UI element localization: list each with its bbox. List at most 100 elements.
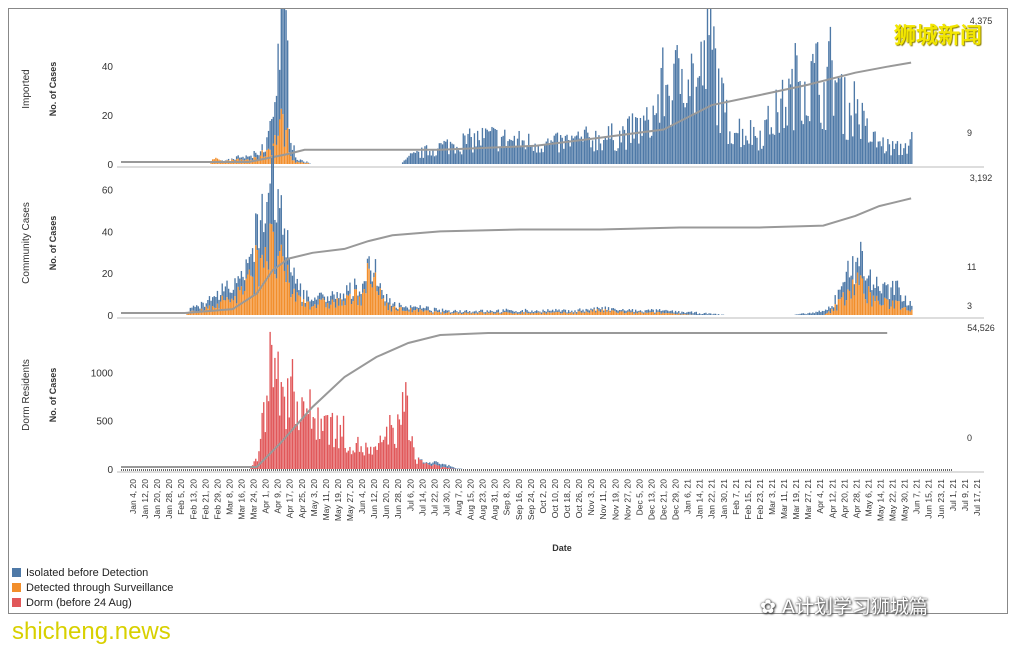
bar-surveillance <box>282 256 284 315</box>
bar-isolated <box>737 133 739 164</box>
bar-isolated <box>445 141 447 164</box>
bar-isolated <box>460 312 463 314</box>
y-tick-label: 0 <box>107 311 113 322</box>
bar-isolated <box>401 307 404 311</box>
bar-isolated <box>821 128 824 164</box>
bar-surveillance <box>414 310 417 315</box>
bar-isolated <box>765 119 768 164</box>
bar-isolated <box>828 306 830 312</box>
bar-isolated <box>218 299 220 309</box>
bar-isolated <box>808 312 811 315</box>
bar-surveillance <box>636 313 638 315</box>
x-tick-label: Jan 22, 21 <box>707 479 717 519</box>
bar-dorm <box>266 395 268 469</box>
bar-surveillance <box>435 311 437 315</box>
bar-surveillance <box>544 312 546 315</box>
bar-isolated <box>564 309 567 313</box>
bar-surveillance <box>526 313 528 315</box>
bar-surveillance <box>515 312 517 315</box>
bar-isolated <box>239 157 241 161</box>
bar-surveillance <box>832 310 835 315</box>
bar-isolated <box>708 313 710 315</box>
bar-isolated <box>445 464 447 468</box>
bar-isolated <box>505 308 508 312</box>
bar-isolated <box>500 136 503 164</box>
bar-isolated <box>322 294 324 299</box>
bar-isolated <box>909 300 911 312</box>
bar-surveillance <box>261 150 263 164</box>
bar-isolated <box>437 462 439 466</box>
bar-isolated <box>384 301 386 306</box>
bar-isolated <box>607 126 610 164</box>
x-tick-label: Oct 10, 20 <box>550 479 560 518</box>
bar-isolated <box>896 280 899 302</box>
bar-isolated <box>670 126 672 164</box>
bar-dorm <box>429 464 431 469</box>
y-tick-label: 1000 <box>91 368 114 379</box>
bar-isolated <box>834 295 836 305</box>
legend-swatch <box>12 583 21 592</box>
bar-surveillance <box>537 312 539 315</box>
bar-isolated <box>847 139 849 164</box>
bar-surveillance <box>197 312 199 315</box>
bar-surveillance <box>829 313 832 315</box>
bar-surveillance <box>451 313 453 315</box>
bar-isolated <box>301 301 303 307</box>
bar-isolated <box>567 310 570 314</box>
bar-surveillance <box>256 249 259 315</box>
bar-surveillance <box>496 312 498 315</box>
bar-isolated <box>202 302 204 312</box>
bar-isolated <box>611 123 613 164</box>
bar-isolated <box>553 311 555 313</box>
bar-surveillance <box>247 274 249 315</box>
bar-isolated <box>291 275 294 295</box>
x-tick-label: May 11, 20 <box>321 479 331 521</box>
bar-surveillance <box>454 312 456 315</box>
bar-surveillance <box>473 313 476 315</box>
bar-isolated <box>255 213 257 246</box>
bar-isolated <box>489 310 492 313</box>
bar-isolated <box>860 241 862 276</box>
bar-surveillance <box>390 311 393 315</box>
bar-dorm <box>403 411 405 469</box>
x-tick-label: Jan 30, 21 <box>719 479 729 519</box>
bar-isolated <box>823 82 825 164</box>
bar-isolated <box>674 50 677 164</box>
bar-surveillance <box>186 313 188 315</box>
bar-surveillance <box>619 311 621 315</box>
bar-isolated <box>272 116 274 144</box>
bar-isolated <box>406 307 409 311</box>
bar-surveillance <box>438 312 441 315</box>
bar-surveillance <box>240 286 243 315</box>
bar-isolated <box>258 155 260 161</box>
bar-isolated <box>302 161 305 163</box>
bar-surveillance <box>322 298 324 315</box>
bar-isolated <box>813 313 816 315</box>
bar-isolated <box>572 312 575 314</box>
bar-dorm <box>374 446 377 469</box>
x-tick-label: Aug 23, 20 <box>478 479 488 520</box>
bar-surveillance <box>502 312 504 315</box>
bar-isolated <box>304 302 306 307</box>
bar-surveillance <box>330 304 332 315</box>
bar-isolated <box>799 313 801 315</box>
bar-surveillance <box>883 297 886 315</box>
bar-surveillance <box>480 311 482 315</box>
bar-surveillance <box>294 301 297 315</box>
bar-isolated <box>848 277 851 291</box>
bar-isolated <box>780 98 782 164</box>
bar-isolated <box>559 311 562 314</box>
bar-isolated <box>580 136 583 164</box>
bar-surveillance <box>366 263 369 315</box>
bar-surveillance <box>828 311 830 315</box>
bar-isolated <box>903 148 905 164</box>
bar-isolated <box>582 309 584 313</box>
bar-isolated <box>724 112 726 164</box>
bar-isolated <box>358 291 361 297</box>
bar-isolated <box>192 305 195 311</box>
bar-surveillance <box>650 311 653 315</box>
bar-isolated <box>536 152 538 164</box>
chart-frame: Imported No. of Cases 0 20 40 4,375 9 Community… <box>8 0 1008 614</box>
bar-dorm <box>373 447 375 469</box>
bar-surveillance <box>296 292 298 315</box>
